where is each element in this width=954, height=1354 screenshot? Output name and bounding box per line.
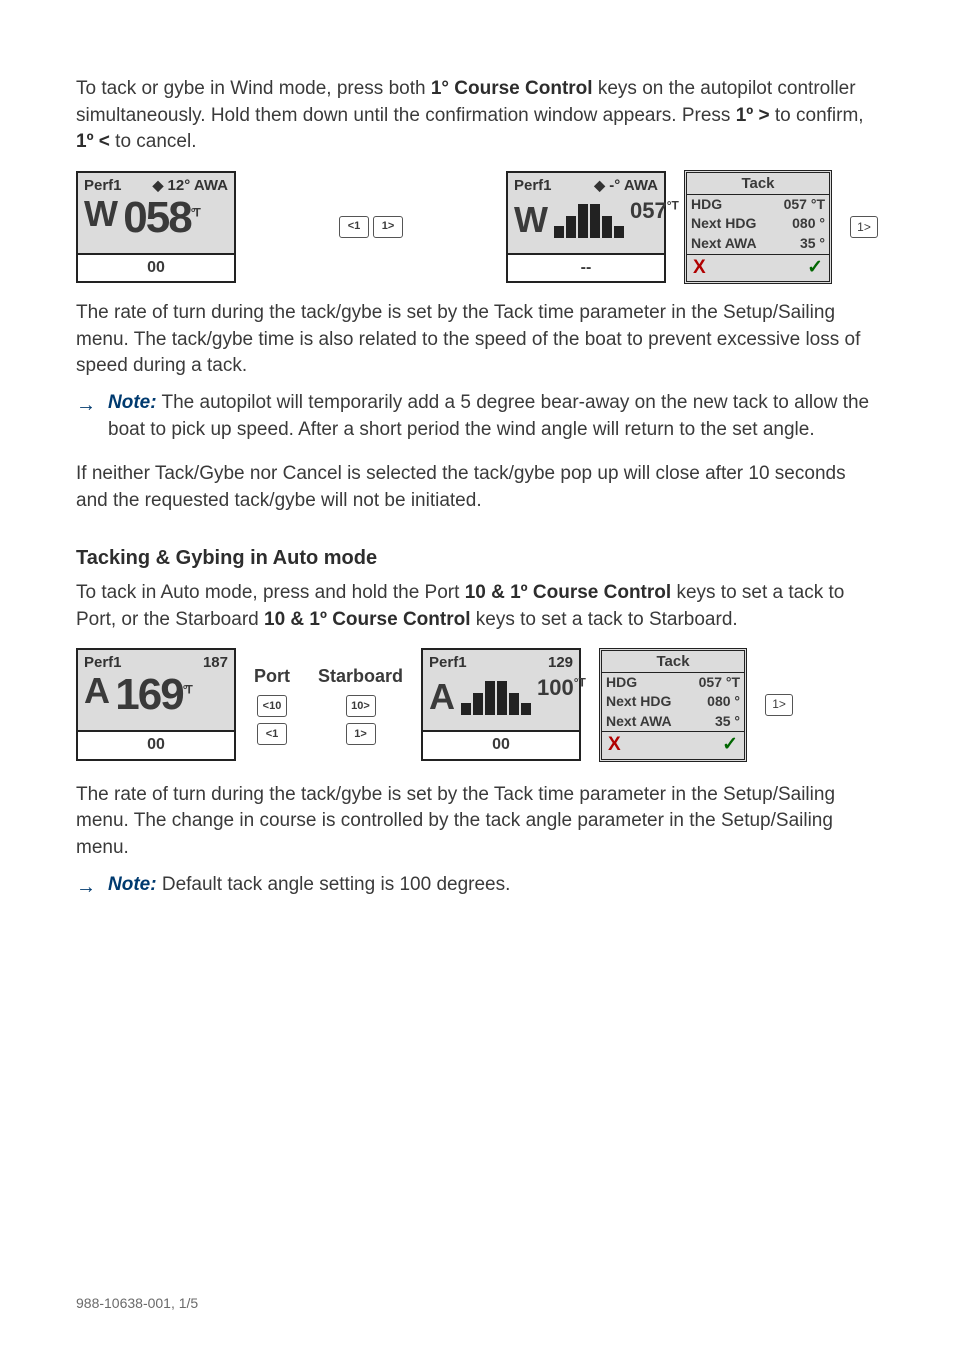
lcd-footer: 00 [78,730,234,758]
arrow-icon: → [76,873,96,901]
key-confirm[interactable]: 1> [765,694,793,716]
lcd-heading-partial: 057°T [630,196,679,227]
text: to confirm, [770,105,864,126]
tack-row: HDG057 °T [602,673,744,693]
key-port-1[interactable]: <1 [257,723,287,745]
lcd-footer: -- [508,253,664,281]
course-keys: <1 1> [339,216,403,238]
note-text: The autopilot will temporarily add a 5 d… [108,392,869,440]
lcd-mode: A [84,673,110,709]
note-block: → Note: The autopilot will temporarily a… [76,390,878,443]
document-footer: 988-10638-001, 1/5 [76,1294,198,1314]
lcd-label: Perf1 [429,652,467,673]
paragraph: The rate of turn during the tack/gybe is… [76,300,878,380]
key-stbd-10[interactable]: 10> [346,695,376,717]
text: To tack in Auto mode, press and hold the… [76,582,465,603]
lcd-label: Perf1 [514,175,552,196]
keyword: 10 & 1º Course Control [465,582,671,603]
port-label: Port [254,664,290,689]
tack-popup: Tack HDG057 °T Next HDG080 ° Next AWA35 … [684,170,832,284]
figure-row-auto: Perf1 187 A 169°T 00 Port <10 <1 Starboa… [76,648,878,762]
paragraph: The rate of turn during the tack/gybe is… [76,782,878,862]
lcd-auto-during: Perf1 129 A 100°T 00 [421,648,581,760]
lcd-footer: 00 [78,253,234,281]
tack-confirm[interactable]: ✓ [807,255,823,282]
paragraph: If neither Tack/Gybe nor Cancel is selec… [76,461,878,514]
lcd-footer: 00 [423,730,579,758]
port-stbd-keys: Port <10 <1 Starboard 10> 1> [254,664,403,745]
key-port-1[interactable]: <1 [339,216,369,238]
key-stbd-1[interactable]: 1> [346,723,376,745]
lcd-value: 187 [203,652,228,673]
text: keys to set a tack to Starboard. [470,609,737,630]
lcd-auto-before: Perf1 187 A 169°T 00 [76,648,236,760]
tack-cancel[interactable]: X [693,255,706,282]
tack-confirm[interactable]: ✓ [722,732,738,759]
lcd-heading-partial: 100°T [537,673,586,704]
lcd-value: 129 [548,652,573,673]
lcd-heading: 169°T [115,670,199,719]
section-heading: Tacking & Gybing in Auto mode [76,544,878,572]
keyword: 1° Course Control [431,78,593,99]
note-block: → Note: Default tack angle setting is 10… [76,872,878,901]
note-label: Note: [108,392,157,413]
keyword: 1º > [736,105,770,126]
lcd-wind-during: Perf1 ◆ -° AWA W 057°T -- [506,171,666,283]
lcd-mode: W [514,202,548,238]
keyword: 1º < [76,131,110,152]
section-paragraph: To tack in Auto mode, press and hold the… [76,580,878,633]
key-confirm[interactable]: 1> [850,216,878,238]
lcd-wind-before: Perf1 ◆ 12° AWA W 058°T 00 [76,171,236,283]
arrow-icon: → [76,391,96,443]
note-label: Note: [108,874,157,895]
tack-title: Tack [602,651,744,673]
figure-row-wind: Perf1 ◆ 12° AWA W 058°T 00 <1 1> Perf1 ◆… [76,170,878,284]
rudder-bars [554,198,624,238]
text: To tack or gybe in Wind mode, press both [76,78,431,99]
text: to cancel. [110,131,197,152]
lcd-heading: 058°T [123,193,207,242]
tack-title: Tack [687,173,829,195]
lcd-mode: W [84,196,118,232]
note-text: Default tack angle setting is 100 degree… [162,874,511,895]
lcd-mode: A [429,679,455,715]
lcd-awa: ◆ -° AWA [594,175,658,196]
intro-paragraph: To tack or gybe in Wind mode, press both… [76,76,878,156]
tack-popup: Tack HDG057 °T Next HDG080 ° Next AWA35 … [599,648,747,762]
tack-row: Next AWA35 ° [687,234,829,254]
tack-row: Next HDG080 ° [687,214,829,234]
tack-row: Next HDG080 ° [602,692,744,712]
key-port-10[interactable]: <10 [257,695,287,717]
starboard-label: Starboard [318,664,403,689]
key-stbd-1[interactable]: 1> [373,216,403,238]
tack-row: HDG057 °T [687,195,829,215]
tack-row: Next AWA35 ° [602,712,744,732]
keyword: 10 & 1º Course Control [264,609,470,630]
rudder-bars [461,675,531,715]
tack-cancel[interactable]: X [608,732,621,759]
